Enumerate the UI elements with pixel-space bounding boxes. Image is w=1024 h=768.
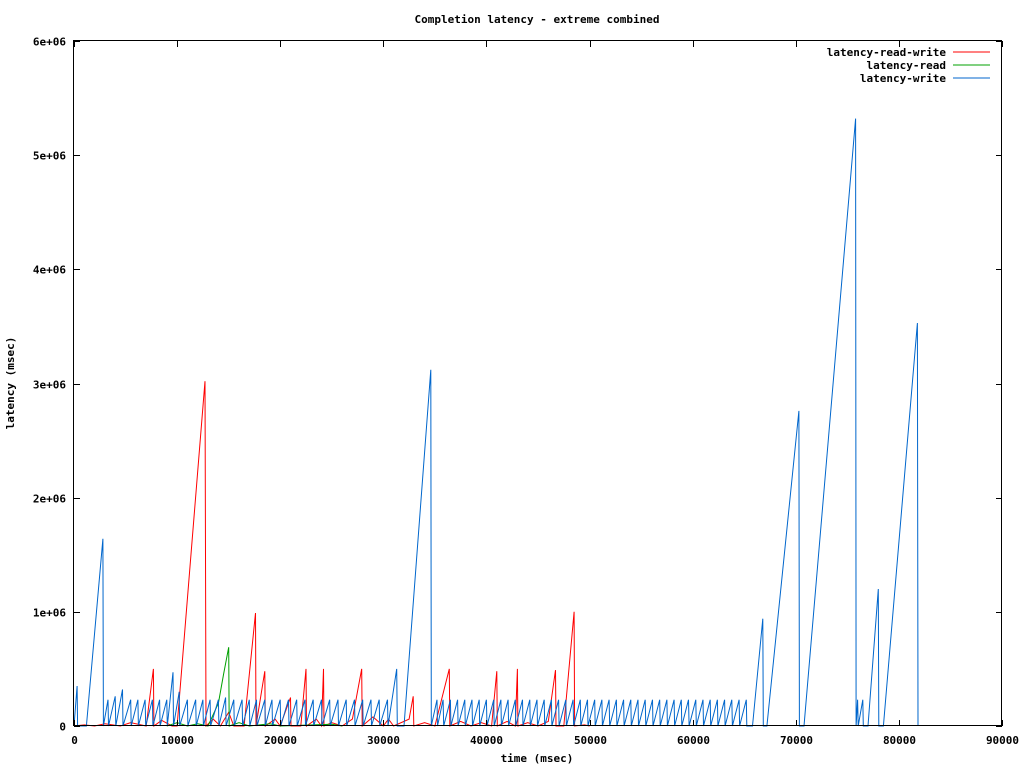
y-tick-label: 4e+06 <box>33 264 66 277</box>
x-axis-label: time (msec) <box>501 752 574 765</box>
y-tick-label: 3e+06 <box>33 379 66 392</box>
x-tick-label: 70000 <box>780 734 813 747</box>
y-axis-label: latency (msec) <box>4 337 17 430</box>
y-tick-label: 1e+06 <box>33 607 66 620</box>
x-tick-label: 50000 <box>574 734 607 747</box>
y-tick-label: 2e+06 <box>33 493 66 506</box>
chart-title: Completion latency - extreme combined <box>414 13 659 26</box>
x-tick-label: 90000 <box>986 734 1019 747</box>
series-line-latency-read <box>166 647 343 727</box>
x-tick-label: 30000 <box>367 734 400 747</box>
x-tick-label: 40000 <box>470 734 503 747</box>
series-layer <box>73 118 919 728</box>
y-axis-ticks: 0 1e+06 2e+06 3e+06 4e+06 5e+06 6e+06 <box>33 36 1002 734</box>
y-tick-label: 5e+06 <box>33 150 66 163</box>
plot-frame <box>73 40 1002 726</box>
series-line-latency-write <box>73 118 919 727</box>
legend-label-latency-read: latency-read <box>867 59 946 72</box>
x-tick-label: 20000 <box>264 734 297 747</box>
x-axis-ticks: 0 10000 20000 30000 40000 50000 60000 70000 8000… <box>71 41 1019 747</box>
legend-label-latency-write: latency-write <box>860 72 946 85</box>
legend-label-latency-read-write: latency-read-write <box>827 46 947 59</box>
y-tick-label: 0 <box>59 721 66 734</box>
x-tick-label: 80000 <box>883 734 916 747</box>
y-tick-label: 6e+06 <box>33 36 66 49</box>
x-tick-label: 0 <box>71 734 78 747</box>
x-tick-label: 10000 <box>161 734 194 747</box>
x-tick-label: 60000 <box>677 734 710 747</box>
legend: latency-read-writelatency-readlatency-wr… <box>827 46 990 85</box>
series-line-latency-read-write <box>73 381 590 728</box>
